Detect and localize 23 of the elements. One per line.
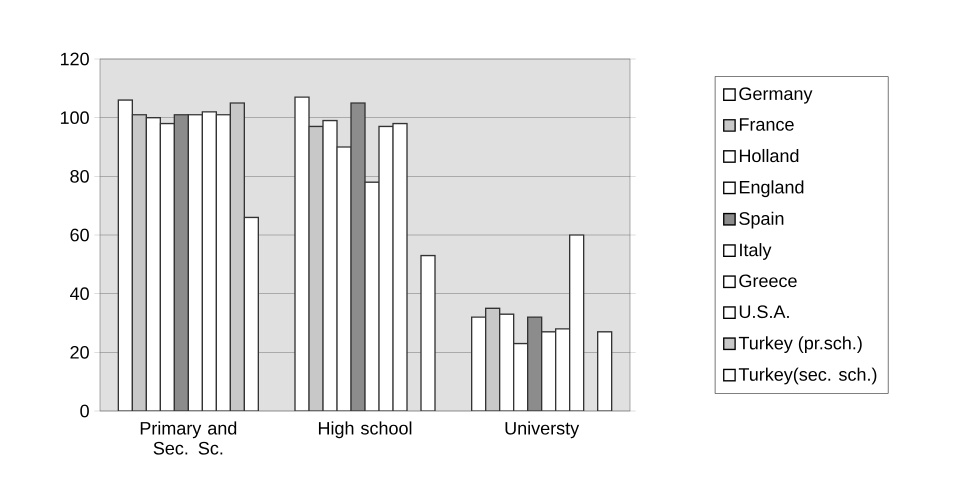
legend-label: Italy [740, 243, 772, 260]
y-tick-label: 40 [70, 287, 89, 300]
legend-label: Turkey(sec. sch.) [738, 368, 876, 384]
legend-label: U.S.A. [740, 305, 789, 318]
x-tick-label: Primary and Sec. Sc. [140, 421, 236, 455]
legend-label: England [740, 180, 804, 198]
y-tick-label: 20 [70, 346, 89, 359]
bar [294, 96, 310, 411]
x-tick-label: Universty [506, 421, 580, 438]
y-tick-label: 80 [70, 170, 89, 183]
bar [350, 102, 366, 411]
legend-label: Spain [739, 212, 784, 228]
y-tick-label: 100 [60, 111, 89, 124]
legend-label: France [740, 118, 794, 131]
legend-label: Holland [740, 148, 798, 162]
legend-label: Greece [739, 274, 797, 288]
legend-label: Germany [739, 87, 812, 104]
bar [420, 254, 436, 411]
y-tick-label: 60 [70, 228, 89, 242]
y-tick-label: 120 [60, 52, 89, 66]
x-tick-label: High school [318, 421, 412, 438]
legend-label: Turkey (pr.sch.) [738, 336, 862, 354]
y-tick-label: 0 [80, 404, 89, 418]
